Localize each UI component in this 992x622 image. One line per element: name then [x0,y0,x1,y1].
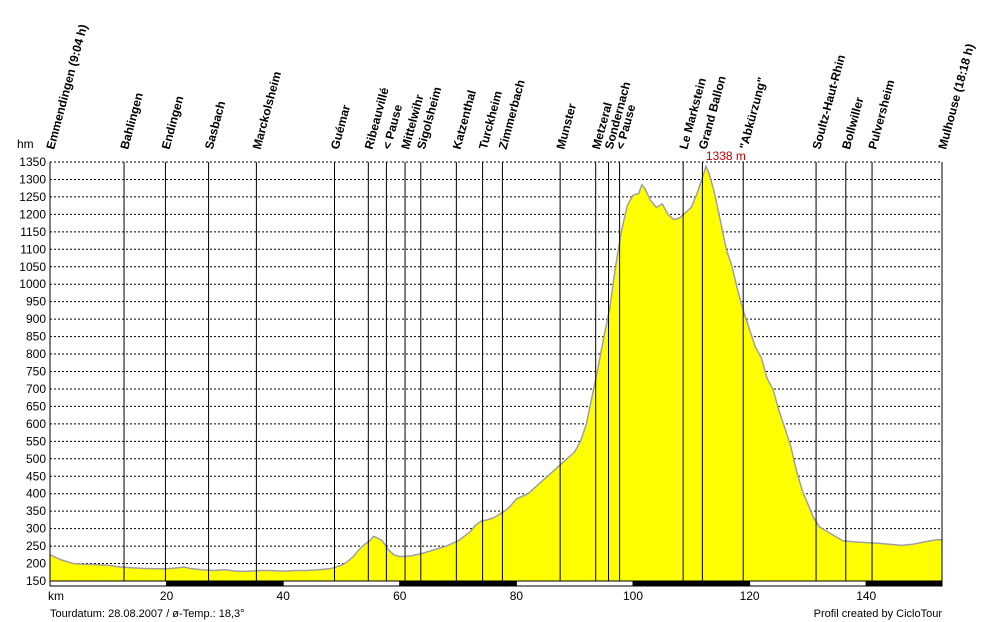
peak-label: 1338 m [706,149,746,163]
y-tick-label: 1150 [20,225,46,239]
y-axis-label: hm [17,137,34,151]
x-tick-label: 20 [160,589,174,603]
y-tick-label: 150 [26,574,46,588]
waypoint-label: Bollwiller [839,95,866,150]
scale-segment [166,580,284,587]
y-tick-label: 900 [26,312,46,326]
waypoint-label: Emmendingen (9:04 h) [43,23,90,151]
y-tick-label: 1100 [20,242,46,256]
credit: Profil created by CicloTour [813,608,942,620]
scale-segment [49,580,168,587]
y-tick-label: 250 [26,539,46,553]
x-tick-label: 100 [623,589,643,603]
x-tick-label: 120 [740,589,760,603]
y-tick-label: 500 [26,452,46,466]
y-tick-label: 1250 [19,190,46,204]
y-tick-label: 1000 [19,277,46,291]
y-tick-label: 1200 [19,207,46,221]
y-tick-label: 750 [26,365,46,379]
scale-segment [282,580,401,587]
scale-segment [399,580,517,587]
x-tick-label: 40 [277,589,291,603]
waypoint-label: Marckolsheim [250,70,284,151]
y-tick-label: 400 [26,487,46,501]
y-tick-label: 1300 [19,172,46,186]
tour-info: Tourdatum: 28.08.2007 / ø-Temp.: 18,3° [50,608,245,620]
scale-segment [515,580,634,587]
scale-segment [632,580,751,587]
x-tick-label: 60 [393,589,407,603]
elevation-area [50,166,942,581]
y-tick-label: 200 [26,557,46,571]
x-tick-label: 140 [856,589,876,603]
y-tick-label: 800 [26,347,46,361]
y-tick-label: 1350 [19,155,46,169]
y-tick-label: 350 [26,504,46,518]
waypoint-label: Pulversheim [865,78,897,151]
y-tick-label: 1050 [19,260,46,274]
waypoint-label: Sasbach [202,99,228,150]
waypoint-label: Katzenthal [450,89,479,151]
waypoint-label: Munster [554,102,580,151]
y-tick-label: 700 [26,382,46,396]
y-tick-label: 850 [26,330,46,344]
y-tick-label: 300 [26,522,46,536]
waypoint-label: Mulhouse (18:18 h) [935,42,977,151]
x-tick-label: 80 [510,589,524,603]
y-tick-label: 550 [26,434,46,448]
x-axis-label: km [48,589,64,603]
y-tick-label: 600 [26,417,46,431]
scale-segment [749,580,867,587]
scale-segment [865,580,943,587]
waypoint-label: Endingen [159,94,187,150]
waypoint-label: Zimmerbach [496,78,528,151]
y-tick-label: 450 [26,469,46,483]
y-tick-label: 950 [26,295,46,309]
waypoint-label: Guémar [328,103,353,151]
waypoint-label: Bahlingen [117,91,146,151]
y-tick-label: 650 [26,399,46,413]
waypoint-label: "Abkürzung" [737,76,770,151]
